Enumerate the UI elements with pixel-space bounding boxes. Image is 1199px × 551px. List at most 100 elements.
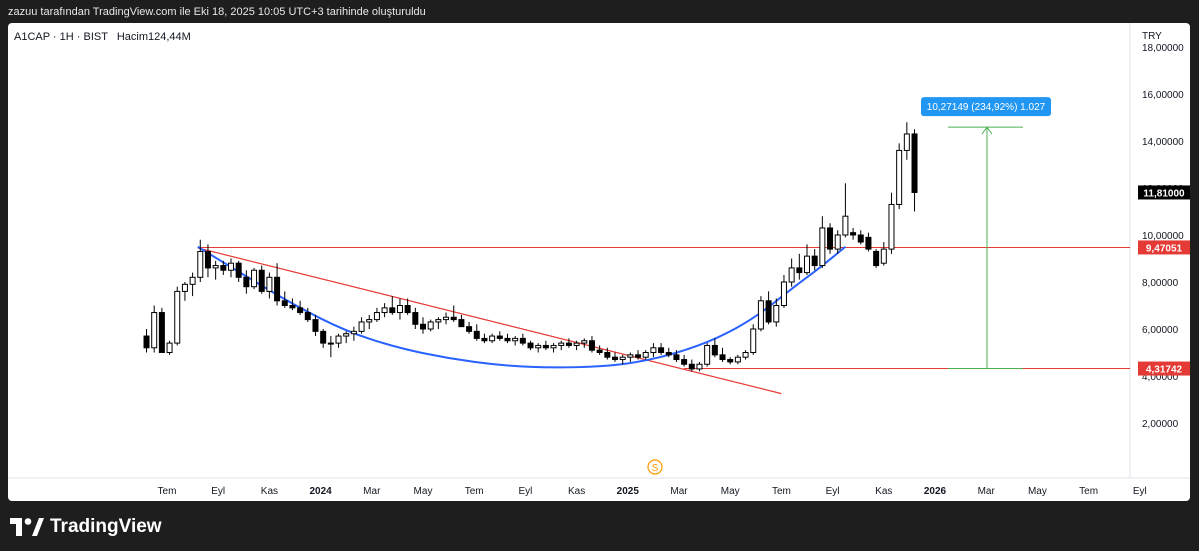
candle-body bbox=[542, 344, 549, 349]
candle-body bbox=[535, 344, 542, 349]
candle-body bbox=[343, 333, 350, 337]
candle-body bbox=[450, 316, 457, 321]
candle-body bbox=[496, 335, 503, 339]
y-tick-label: 10,00000 bbox=[1142, 231, 1184, 242]
chart-caption: zazuu tarafından TradingView.com ile Eki… bbox=[8, 6, 426, 18]
candle-body bbox=[719, 354, 726, 361]
x-tick-label: Kas bbox=[568, 486, 585, 497]
dividend-marker-icon[interactable] bbox=[647, 459, 663, 475]
candle-body bbox=[757, 300, 764, 330]
measure-label: 10,27149 (234,92%) 1.027 bbox=[927, 102, 1046, 113]
descending-trendline[interactable] bbox=[197, 247, 782, 395]
candle-body bbox=[473, 330, 480, 339]
candle-body bbox=[204, 250, 211, 269]
currency-label: TRY bbox=[1142, 31, 1162, 42]
candle-body bbox=[888, 203, 895, 250]
x-tick-label: Tem bbox=[465, 486, 484, 497]
x-tick-label: Eyl bbox=[826, 486, 840, 497]
candle-body bbox=[650, 347, 657, 353]
candle-body bbox=[811, 255, 818, 267]
candle-body bbox=[696, 363, 703, 370]
x-tick-label: Tem bbox=[158, 486, 177, 497]
candle-body bbox=[750, 328, 757, 353]
candle-body bbox=[489, 335, 496, 342]
candle-body bbox=[612, 356, 618, 361]
candle-body bbox=[827, 227, 834, 250]
candle-body bbox=[158, 312, 165, 353]
price-chart[interactable]: TRY 2,00000 4,00000 6,00000 8,00000 10,00000 1… bbox=[8, 23, 1190, 501]
x-tick-label: May bbox=[721, 486, 740, 497]
candle-body bbox=[780, 281, 787, 306]
candle-body bbox=[704, 344, 711, 365]
x-tick-label: Mar bbox=[363, 486, 381, 497]
candle-body bbox=[896, 149, 903, 205]
candle-body bbox=[404, 305, 411, 314]
candle-body bbox=[665, 352, 672, 356]
y-tick-label: 8,00000 bbox=[1142, 278, 1179, 289]
candle-body bbox=[796, 267, 803, 274]
candle-body bbox=[335, 335, 342, 344]
volume-label: Hacim bbox=[116, 31, 148, 43]
candle-body bbox=[596, 349, 603, 353]
candle-body bbox=[443, 316, 450, 321]
x-tick-label: Kas bbox=[261, 486, 278, 497]
candle-body bbox=[327, 342, 334, 345]
tradingview-logo[interactable]: TradingView bbox=[10, 516, 162, 538]
y-tick-label: 4,00000 bbox=[1142, 372, 1179, 383]
candle-body bbox=[189, 276, 196, 285]
candle-body bbox=[389, 307, 396, 314]
candle-body bbox=[228, 262, 234, 271]
candle-body bbox=[289, 305, 296, 309]
candle-body bbox=[212, 265, 219, 269]
candle-body bbox=[396, 305, 403, 314]
x-tick-label: 2026 bbox=[924, 486, 947, 497]
candle-body bbox=[788, 267, 795, 283]
candle-body bbox=[857, 234, 864, 243]
candle-body bbox=[266, 276, 273, 292]
candle-body bbox=[512, 337, 519, 342]
candle-body bbox=[427, 321, 434, 330]
y-tick-label: 16,00000 bbox=[1142, 90, 1184, 101]
tradingview-logo-icon bbox=[10, 518, 44, 536]
candle-body bbox=[850, 232, 857, 236]
candle-body bbox=[435, 319, 442, 323]
candle-body bbox=[581, 340, 588, 344]
candle-body bbox=[734, 356, 741, 363]
candle-body bbox=[420, 323, 426, 330]
candle-body bbox=[358, 321, 365, 332]
candle-body bbox=[773, 305, 780, 323]
volume-value: 124,44M bbox=[147, 31, 191, 43]
candle-body bbox=[174, 290, 181, 344]
measure-label-box bbox=[921, 97, 1051, 117]
candle-body bbox=[297, 307, 304, 314]
candle-body bbox=[658, 347, 665, 353]
measure-arrow-head bbox=[981, 126, 993, 135]
brand-name: TradingView bbox=[50, 516, 162, 537]
level-price-label-box bbox=[1138, 240, 1190, 255]
last-price-label-box bbox=[1138, 185, 1190, 200]
candle-body bbox=[880, 248, 887, 264]
level-price-label: 9,47051 bbox=[1146, 243, 1183, 254]
symbol-header: A1CAP · 1H · BIST Hacim124,44M bbox=[14, 31, 191, 43]
candle-body bbox=[151, 312, 158, 349]
candle-body bbox=[373, 312, 380, 321]
candle-body bbox=[320, 330, 327, 344]
dividend-marker-label: S bbox=[652, 463, 659, 474]
candle-body bbox=[350, 330, 357, 335]
footer-bar bbox=[0, 502, 1199, 551]
candle-body bbox=[181, 283, 188, 292]
candle-body bbox=[742, 352, 749, 358]
candle-body bbox=[527, 342, 534, 349]
candle-body bbox=[565, 342, 572, 346]
candle-body bbox=[842, 215, 849, 236]
candle-body bbox=[765, 300, 772, 323]
y-tick-label: 6,00000 bbox=[1142, 325, 1179, 336]
candle-body bbox=[251, 269, 258, 288]
candle-body bbox=[281, 300, 288, 306]
candle-body bbox=[819, 227, 826, 267]
candle-body bbox=[220, 265, 227, 271]
candle-body bbox=[366, 319, 373, 323]
x-tick-label: May bbox=[1028, 486, 1047, 497]
candle-body bbox=[258, 269, 265, 292]
candle-body bbox=[911, 133, 918, 193]
